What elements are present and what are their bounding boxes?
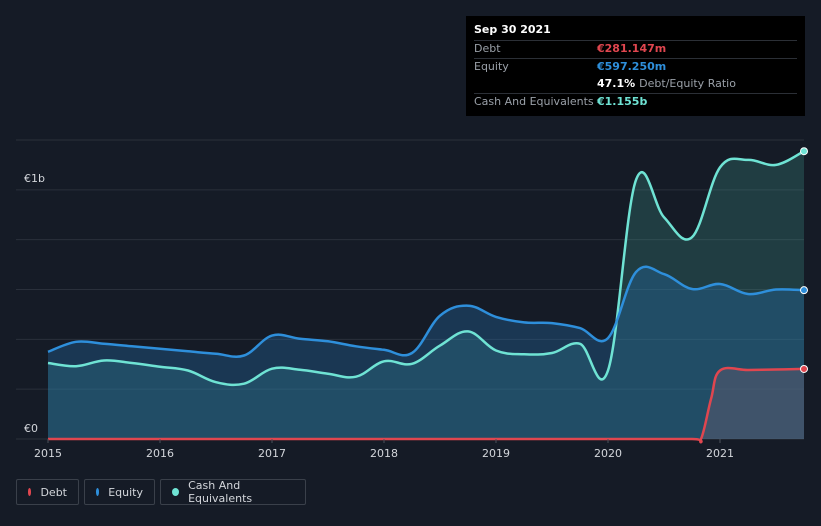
tooltip-row-cash: Cash And Equivalents €1.155b xyxy=(474,93,797,111)
legend-label-equity: Equity xyxy=(108,485,143,499)
tooltip-debt-label: Debt xyxy=(474,42,501,55)
tooltip-cash-value: €1.155b xyxy=(597,95,648,108)
end-markers xyxy=(800,147,808,373)
tooltip-row-ratio: 47.1% Debt/Equity Ratio xyxy=(474,76,797,93)
end-marker-cash xyxy=(800,147,808,156)
end-marker-equity xyxy=(800,286,808,295)
axes: €0 €1b 2015 2016 2017 2018 2019 2020 2021 xyxy=(24,172,734,460)
grid xyxy=(16,139,804,440)
areas xyxy=(48,151,804,443)
series-line-cash xyxy=(47,150,805,387)
tooltip-debt-value: €281.147m xyxy=(597,42,667,55)
y-tick-label: €0 xyxy=(24,422,38,435)
tooltip-ratio-label: Debt/Equity Ratio xyxy=(639,77,736,90)
x-tick-label: 2021 xyxy=(706,447,734,460)
x-tick-label: 2016 xyxy=(146,447,174,460)
tooltip-ratio-value: 47.1% xyxy=(597,77,636,90)
tooltip-row-debt: Debt €281.147m xyxy=(474,40,797,58)
series-line-equity xyxy=(47,265,805,358)
legend-label-debt: Debt xyxy=(40,485,67,499)
y-tick-label: €1b xyxy=(24,172,45,185)
legend-dot-equity xyxy=(96,488,100,496)
tooltip-cash-label: Cash And Equivalents xyxy=(474,95,594,108)
area-cash xyxy=(48,151,804,439)
area-debt xyxy=(48,368,804,443)
tooltip-date: Sep 30 2021 xyxy=(474,23,551,36)
area-equity xyxy=(48,266,804,439)
x-tick-label: 2020 xyxy=(594,447,622,460)
series-line-debt xyxy=(48,366,805,444)
legend: Debt Equity Cash And Equivalents xyxy=(16,479,306,505)
x-tick-label: 2015 xyxy=(34,447,62,460)
end-marker-debt xyxy=(800,364,808,373)
legend-item-cash[interactable]: Cash And Equivalents xyxy=(160,479,306,505)
x-tick-label: 2019 xyxy=(482,447,510,460)
tooltip-equity-label: Equity xyxy=(474,60,509,73)
tooltip: Sep 30 2021 Debt €281.147m Equity €597.2… xyxy=(466,16,805,116)
legend-dot-debt xyxy=(28,488,32,496)
legend-dot-cash xyxy=(172,488,180,496)
tooltip-row-equity: Equity €597.250m xyxy=(474,58,797,76)
legend-item-equity[interactable]: Equity xyxy=(84,479,155,505)
lines xyxy=(47,150,805,444)
x-tick-label: 2018 xyxy=(370,447,398,460)
tooltip-equity-value: €597.250m xyxy=(597,60,667,73)
x-tick-label: 2017 xyxy=(258,447,286,460)
legend-label-cash: Cash And Equivalents xyxy=(188,479,253,505)
legend-item-debt[interactable]: Debt xyxy=(16,479,79,505)
